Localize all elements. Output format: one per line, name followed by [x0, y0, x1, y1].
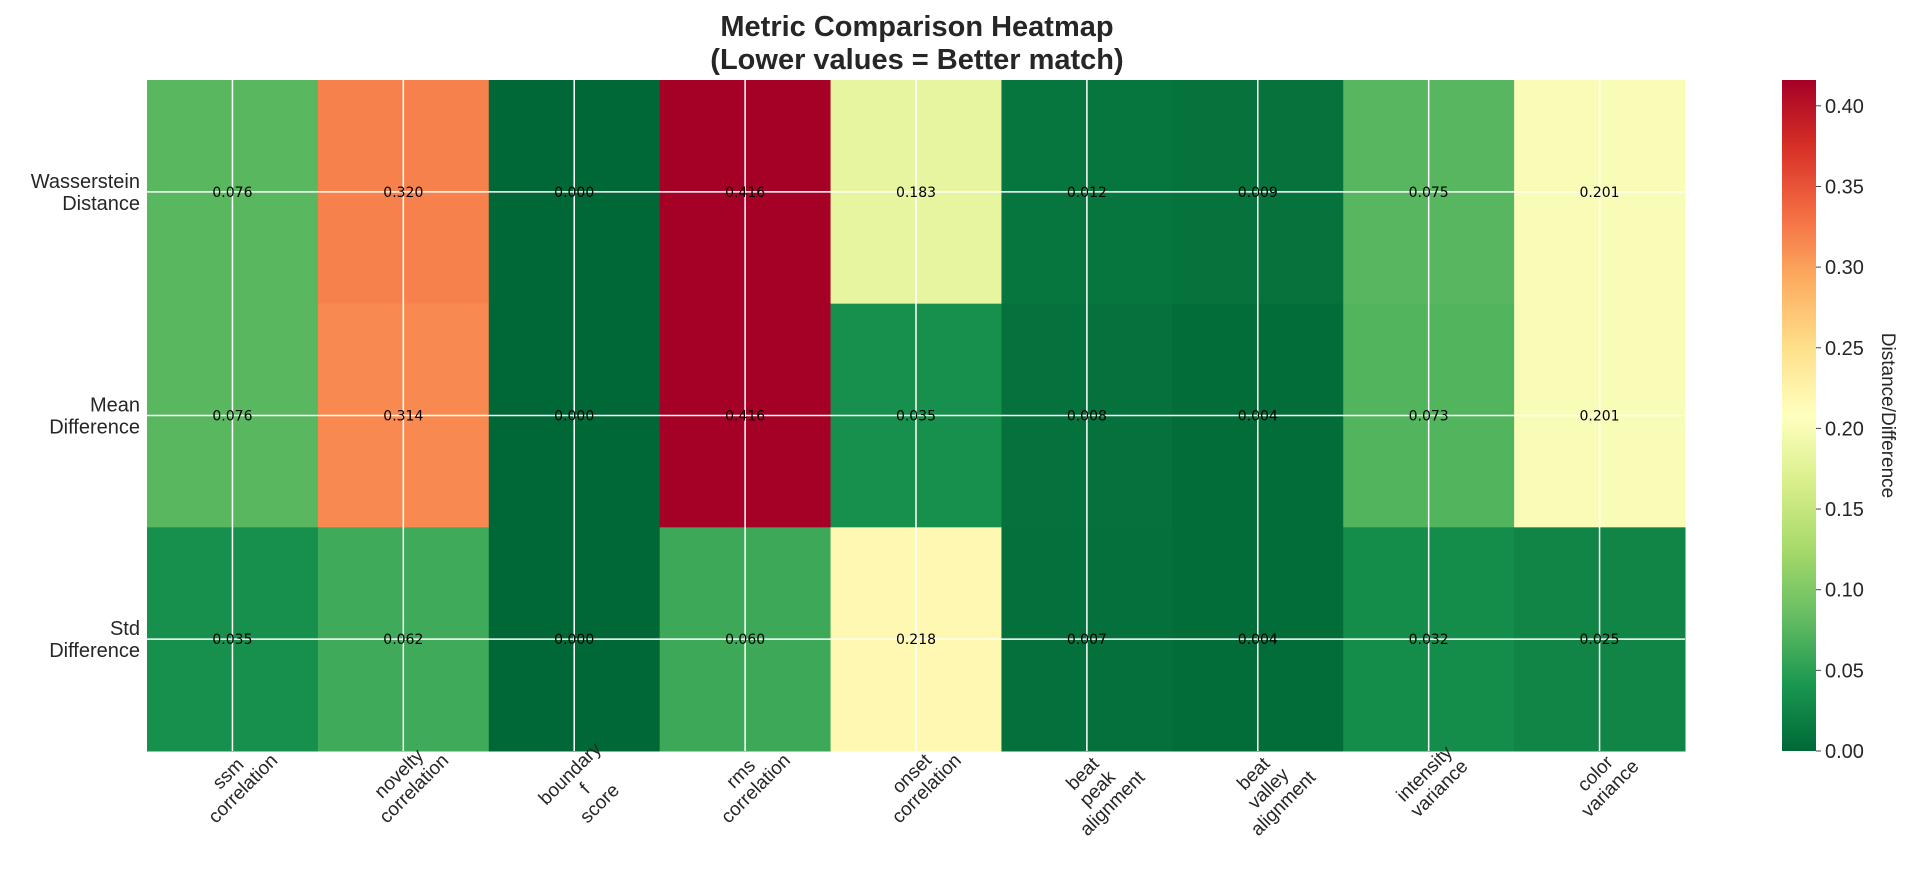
- cell-value-label: 0.201: [1580, 185, 1620, 201]
- cell-value-label: 0.000: [554, 409, 594, 425]
- cell-value-label: 0.025: [1580, 632, 1620, 648]
- colorbar-gradient: [1782, 80, 1816, 751]
- row-label: Wasserstein Distance: [31, 171, 140, 215]
- column-label: intensityvariance: [1392, 741, 1473, 822]
- row-label: Std Difference: [49, 618, 140, 662]
- colorbar-tick-label: 0.30: [1825, 257, 1864, 279]
- cell-value-label: 0.008: [1067, 409, 1107, 425]
- cell-value-label: 0.032: [1409, 632, 1449, 648]
- column-label: beatvalleyalignment: [1217, 737, 1320, 840]
- cell-value-label: 0.320: [383, 185, 423, 201]
- column-label: beatpeakalignment: [1046, 737, 1149, 840]
- colorbar-label: Distance/Difference: [1877, 333, 1898, 498]
- cell-value-label: 0.000: [554, 185, 594, 201]
- svg-text:beatpeakalignment: beatpeakalignment: [1046, 737, 1149, 840]
- row-label: Mean Difference: [49, 395, 140, 439]
- colorbar: 0.00 0.05 0.10 0.15 0.20 0.25 0.30 0.35 0.40 Dist…: [1782, 80, 1898, 763]
- cell-value-labels: 0.076 0.320 0.000 0.416 0.183 0.012 0.009 0.075…: [212, 185, 1619, 648]
- cell-value-label: 0.035: [212, 632, 252, 648]
- cell-value-label: 0.073: [1409, 409, 1449, 425]
- cell-value-label: 0.000: [554, 632, 594, 648]
- cell-value-label: 0.035: [896, 409, 936, 425]
- cell-value-label: 0.416: [725, 409, 765, 425]
- svg-text:boundaryfscore: boundaryfscore: [535, 738, 636, 839]
- colorbar-tick-label: 0.05: [1825, 660, 1864, 682]
- chart-title: Metric Comparison Heatmap(Lower values =…: [710, 11, 1123, 76]
- cell-value-label: 0.009: [1238, 185, 1278, 201]
- colorbar-tick-label: 0.10: [1825, 580, 1864, 602]
- cell-value-label: 0.314: [383, 409, 423, 425]
- svg-text:intensityvariance: intensityvariance: [1392, 741, 1472, 821]
- cell-value-label: 0.183: [896, 185, 936, 201]
- svg-text:beatvalleyalignment: beatvalleyalignment: [1217, 737, 1320, 840]
- cell-value-label: 0.004: [1238, 409, 1278, 425]
- cell-value-label: 0.060: [725, 632, 765, 648]
- cell-value-label: 0.076: [212, 185, 252, 201]
- cell-value-label: 0.007: [1067, 632, 1107, 648]
- chart-title-line: (Lower values = Better match): [710, 44, 1123, 76]
- cell-value-label: 0.076: [212, 409, 252, 425]
- colorbar-tick-label: 0.20: [1825, 418, 1864, 440]
- colorbar-tick-label: 0.25: [1825, 338, 1864, 360]
- cell-value-label: 0.201: [1580, 409, 1620, 425]
- chart-title-line: Metric Comparison Heatmap: [720, 11, 1113, 43]
- row-labels: Wasserstein Distance Mean Difference Std Diff…: [31, 171, 140, 662]
- cell-value-label: 0.416: [725, 185, 765, 201]
- column-label: boundaryfscore: [535, 738, 636, 839]
- colorbar-tick-label: 0.40: [1825, 96, 1864, 118]
- column-label: colorvariance: [1563, 741, 1644, 822]
- svg-text:colorvariance: colorvariance: [1563, 741, 1643, 821]
- cell-value-label: 0.075: [1409, 185, 1449, 201]
- cell-value-label: 0.004: [1238, 632, 1278, 648]
- gridlines: [147, 80, 1685, 751]
- colorbar-tick-label: 0.00: [1825, 741, 1864, 763]
- colorbar-tick-label: 0.15: [1825, 499, 1864, 521]
- cell-value-label: 0.062: [383, 632, 423, 648]
- colorbar-tick-label: 0.35: [1825, 176, 1864, 198]
- cell-value-label: 0.218: [896, 632, 936, 648]
- cell-value-label: 0.012: [1067, 185, 1107, 201]
